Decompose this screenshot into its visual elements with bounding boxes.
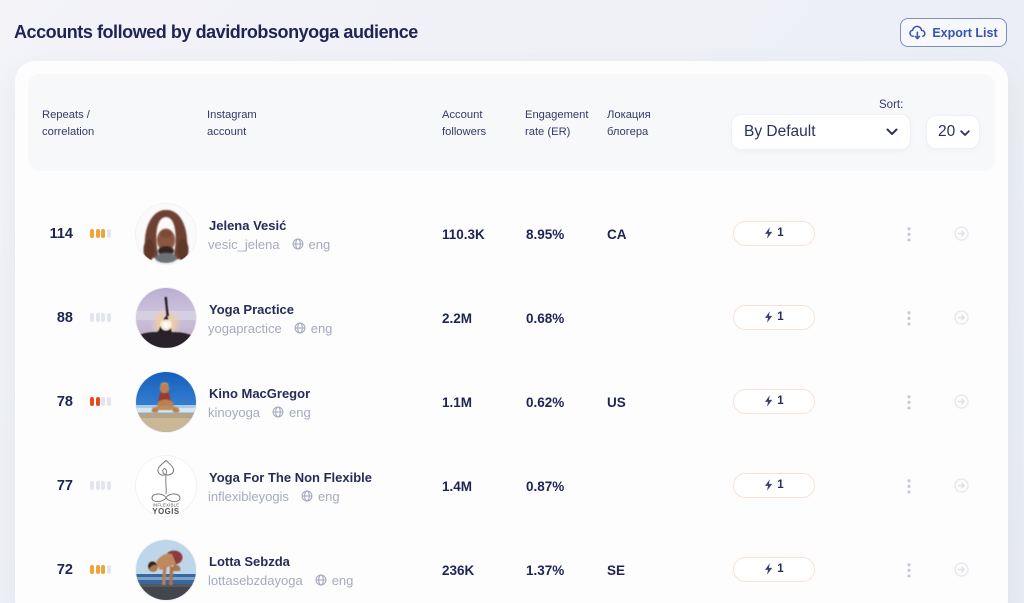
- svg-text:INFLEXIBLE: INFLEXIBLE: [153, 502, 180, 507]
- svg-text:YOGIS: YOGIS: [152, 506, 179, 515]
